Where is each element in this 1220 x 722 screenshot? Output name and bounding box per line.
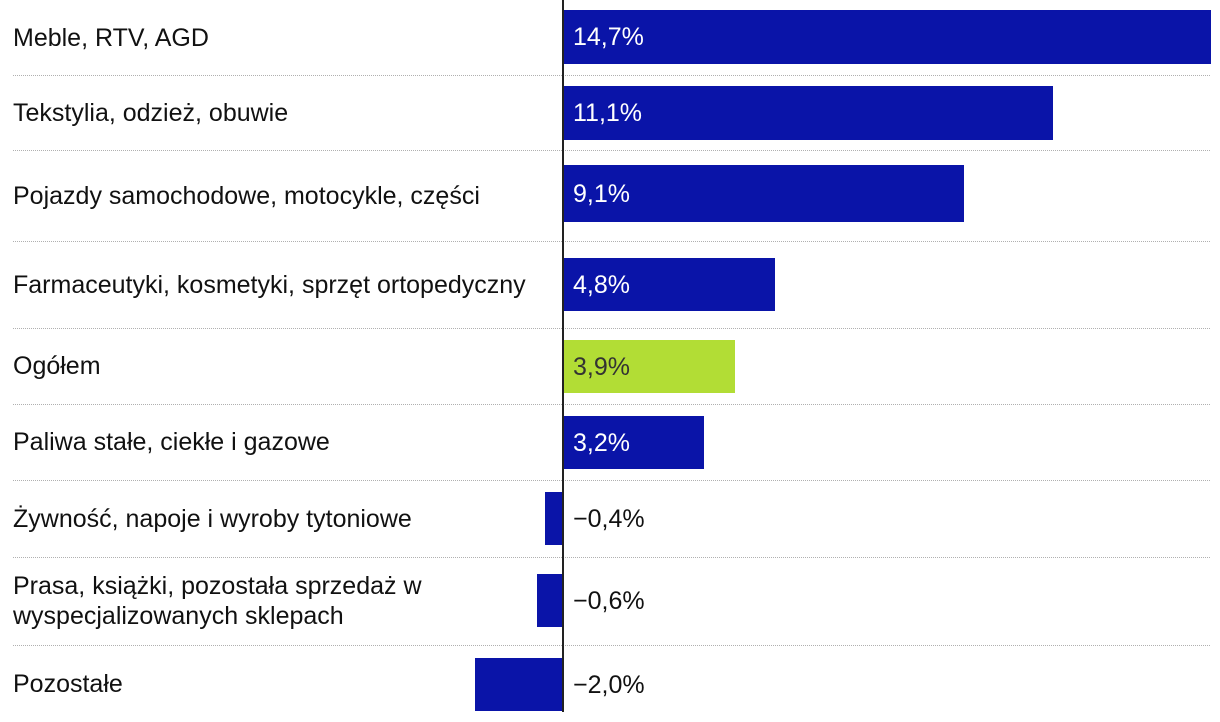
value-label: 14,7% bbox=[573, 23, 644, 51]
value-label: 4,8% bbox=[573, 270, 630, 299]
row-separator bbox=[13, 645, 1210, 646]
zero-axis-line bbox=[562, 0, 564, 712]
bar bbox=[563, 258, 775, 311]
bar bbox=[563, 86, 1053, 140]
category-label: Tekstylia, odzież, obuwie bbox=[13, 98, 289, 127]
row-separator bbox=[13, 150, 1210, 151]
category-label: Pozostałe bbox=[13, 669, 123, 698]
bar bbox=[545, 492, 563, 545]
bar bbox=[536, 574, 563, 627]
bar bbox=[563, 10, 1212, 64]
value-label: −0,4% bbox=[573, 504, 645, 533]
bar-highlight bbox=[563, 340, 735, 393]
bar bbox=[563, 165, 965, 222]
bar bbox=[563, 416, 705, 469]
value-label: 9,1% bbox=[573, 179, 630, 208]
value-label: −2,0% bbox=[573, 670, 645, 699]
category-label: Żywność, napoje i wyroby tytoniowe bbox=[13, 504, 412, 533]
row-separator bbox=[13, 241, 1210, 242]
row-separator bbox=[13, 557, 1210, 558]
category-label: Farmaceutyki, kosmetyki, sprzęt ortopedy… bbox=[13, 270, 526, 299]
value-label: 3,2% bbox=[573, 428, 630, 457]
value-label: 11,1% bbox=[573, 99, 643, 127]
bar bbox=[474, 658, 563, 711]
value-label: −0,6% bbox=[573, 586, 645, 615]
row-separator bbox=[13, 75, 1210, 76]
row-separator bbox=[13, 328, 1210, 329]
category-label: Meble, RTV, AGD bbox=[13, 23, 209, 52]
category-label: Pojazdy samochodowe, motocykle, części bbox=[13, 181, 480, 210]
row-separator bbox=[13, 404, 1210, 405]
category-label: Paliwa stałe, ciekłe i gazowe bbox=[13, 428, 330, 456]
value-label: 3,9% bbox=[573, 352, 630, 381]
category-label: Ogółem bbox=[13, 352, 101, 380]
category-label: Prasa, książki, pozostała sprzedaż w wys… bbox=[13, 572, 422, 630]
row-separator bbox=[13, 480, 1210, 481]
